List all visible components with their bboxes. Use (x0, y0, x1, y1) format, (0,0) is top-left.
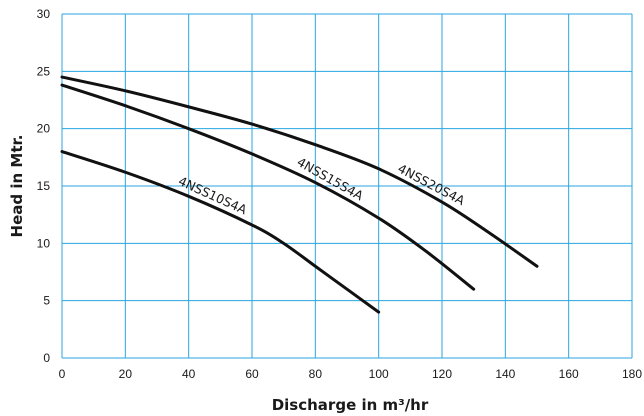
curve-label-4nss20s4a: 4NSS20S4A (395, 161, 467, 209)
x-tick-label: 100 (369, 367, 389, 381)
x-tick-label: 140 (495, 367, 515, 381)
x-axis-title: Discharge in m³/hr (272, 396, 429, 414)
curve-4nss20s4a (60, 75, 539, 268)
y-tick-label: 30 (37, 7, 51, 21)
x-tick-label: 40 (182, 367, 196, 381)
curve-4nss10s4a (60, 150, 381, 314)
x-tick-label: 20 (119, 367, 133, 381)
y-tick-label: 15 (37, 179, 51, 193)
y-tick-labels: 0 5 10 15 20 25 30 (37, 7, 51, 365)
y-tick-label: 20 (37, 122, 51, 136)
y-axis-title: Head in Mtr. (8, 135, 26, 238)
x-tick-label: 120 (432, 367, 452, 381)
curve-4nss15s4a (60, 83, 476, 291)
y-tick-label: 25 (37, 64, 51, 78)
y-tick-label: 0 (43, 351, 50, 365)
x-tick-label: 180 (622, 367, 642, 381)
grid-lines (61, 13, 633, 359)
x-tick-label: 60 (245, 367, 259, 381)
x-tick-labels: 0 20 40 60 80 100 120 140 160 180 (59, 367, 643, 381)
y-tick-label: 10 (37, 236, 51, 250)
x-tick-label: 160 (559, 367, 579, 381)
y-tick-label: 5 (43, 294, 50, 308)
pump-curves (60, 75, 539, 314)
x-tick-label: 80 (309, 367, 323, 381)
x-tick-label: 0 (59, 367, 66, 381)
